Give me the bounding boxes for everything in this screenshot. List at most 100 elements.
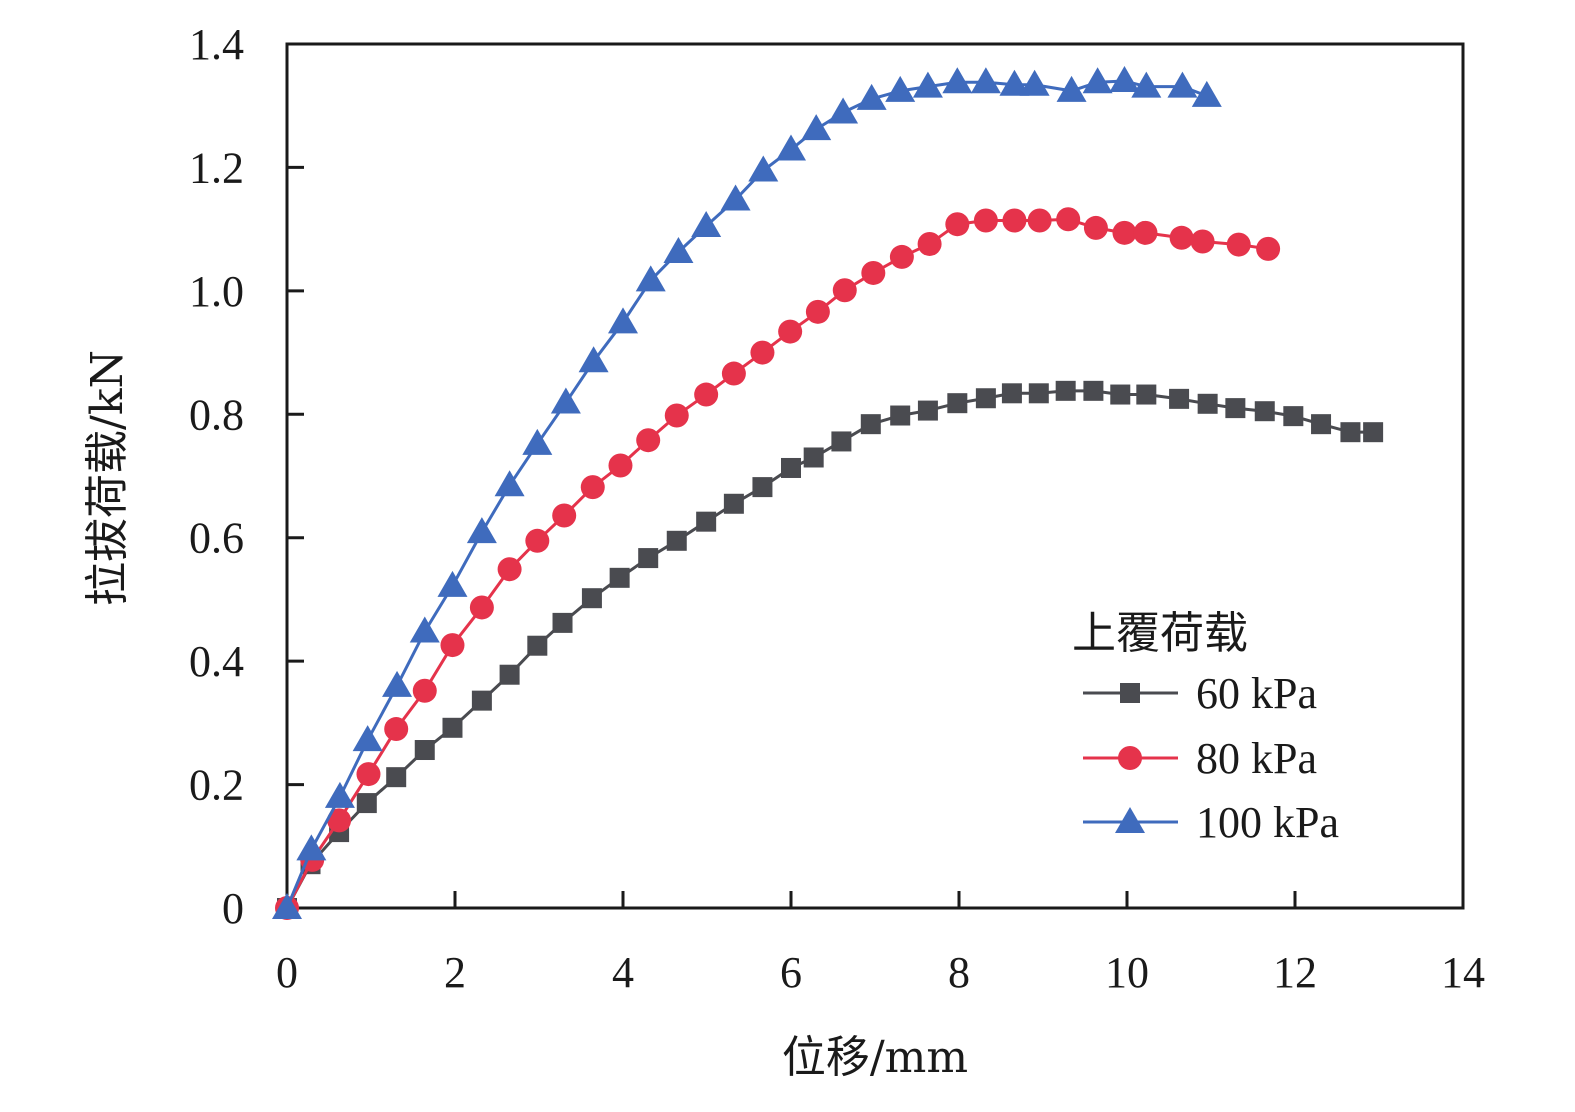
x-tick-label: 14 [1441, 948, 1485, 997]
data-point-80kpa [778, 319, 803, 344]
x-axis-title: 位移/mm [782, 1032, 968, 1083]
series-line-60kpa [285, 389, 1374, 909]
data-point-60kpa [696, 511, 717, 532]
data-point-60kpa [527, 635, 548, 656]
data-point-60kpa [1225, 398, 1246, 419]
legend-item-100kpa: 100 kPa [1083, 798, 1339, 847]
data-point-60kpa [1136, 384, 1157, 405]
data-point-80kpa [636, 428, 661, 453]
data-point-80kpa [694, 382, 719, 407]
data-point-100kpa [1167, 71, 1198, 98]
data-point-60kpa [471, 690, 492, 711]
y-tick-label: 1.0 [189, 267, 244, 316]
data-point-80kpa [1112, 220, 1137, 245]
data-point-100kpa [776, 134, 806, 161]
data-point-60kpa [1311, 414, 1332, 435]
y-tick-label: 1.2 [189, 143, 244, 192]
data-point-80kpa [469, 595, 494, 620]
y-tick-label: 0 [222, 884, 244, 933]
legend-label: 80 kPa [1196, 734, 1317, 783]
data-point-80kpa [1056, 207, 1081, 232]
data-point-60kpa [752, 477, 773, 498]
data-point-100kpa [720, 184, 751, 211]
y-tick-label: 1.4 [189, 20, 244, 69]
data-point-100kpa [382, 670, 413, 697]
data-point-100kpa [437, 570, 468, 597]
series-60kpa [277, 380, 1384, 918]
data-point-60kpa [1363, 422, 1384, 443]
data-point-100kpa [550, 387, 581, 414]
data-point-60kpa [1169, 388, 1190, 409]
data-point-100kpa [663, 236, 694, 263]
data-point-100kpa [324, 781, 355, 808]
data-point-80kpa [945, 212, 970, 237]
y-tick-label: 0.6 [189, 514, 244, 563]
data-point-80kpa [664, 403, 689, 428]
series-100kpa [272, 66, 1222, 919]
legend-swatch-marker [1115, 807, 1145, 833]
data-point-60kpa [781, 457, 801, 478]
data-point-80kpa [1256, 236, 1281, 261]
legend: 上覆荷载 60 kPa 80 kPa 100 kPa [1072, 608, 1339, 847]
x-tick-label: 8 [948, 948, 970, 997]
x-tick-label: 2 [444, 948, 466, 997]
data-point-80kpa [973, 208, 998, 233]
data-point-60kpa [860, 414, 881, 435]
data-point-100kpa [352, 725, 383, 752]
data-point-80kpa [721, 361, 746, 386]
x-tick-label: 12 [1273, 948, 1317, 997]
data-point-80kpa [1226, 232, 1251, 257]
data-point-80kpa [861, 260, 886, 285]
data-point-60kpa [803, 447, 824, 468]
legend-item-80kpa: 80 kPa [1083, 734, 1317, 783]
data-point-60kpa [1083, 380, 1104, 401]
x-tick-label: 10 [1105, 948, 1149, 997]
data-point-60kpa [1110, 384, 1131, 405]
data-point-80kpa [750, 340, 775, 365]
legend-label: 100 kPa [1196, 798, 1339, 847]
legend-label: 60 kPa [1196, 669, 1317, 718]
legend-item-60kpa: 60 kPa [1083, 669, 1317, 718]
series-line-100kpa [285, 79, 1208, 909]
data-point-60kpa [1283, 406, 1304, 427]
data-point-80kpa [552, 503, 577, 528]
data-point-80kpa [497, 557, 522, 582]
data-point-80kpa [580, 475, 605, 500]
data-point-100kpa [856, 83, 887, 110]
data-point-100kpa [801, 114, 832, 141]
data-point-80kpa [440, 633, 465, 658]
legend-swatch-marker [1120, 683, 1140, 703]
data-point-60kpa [638, 548, 659, 569]
data-point-60kpa [975, 388, 996, 409]
data-point-100kpa [1019, 69, 1050, 96]
data-point-60kpa [414, 740, 435, 761]
y-axis-ticks: 0 0.2 0.4 0.6 0.8 1.0 1.2 1.4 [189, 20, 304, 933]
data-point-100kpa [999, 69, 1030, 96]
data-point-80kpa [805, 299, 830, 324]
data-point-100kpa [578, 346, 609, 373]
series-line-80kpa [285, 217, 1269, 909]
data-point-80kpa [1190, 229, 1215, 254]
data-point-80kpa [384, 717, 409, 742]
data-point-60kpa [1055, 380, 1076, 401]
data-point-80kpa [832, 278, 857, 303]
data-point-100kpa [748, 155, 779, 182]
data-point-100kpa [272, 893, 302, 919]
data-point-60kpa [947, 393, 968, 414]
data-point-80kpa [412, 678, 437, 703]
data-point-100kpa [409, 616, 440, 643]
data-point-60kpa [1001, 383, 1022, 404]
data-point-100kpa [912, 71, 943, 98]
y-tick-label: 0.4 [189, 637, 244, 686]
x-tick-label: 4 [612, 948, 634, 997]
data-point-60kpa [442, 717, 463, 738]
data-point-100kpa [1131, 71, 1162, 98]
plot-frame [285, 42, 1465, 910]
data-point-100kpa [885, 75, 916, 102]
data-point-80kpa [917, 231, 942, 256]
x-tick-label: 6 [780, 948, 802, 997]
data-point-100kpa [1082, 67, 1113, 94]
legend-swatch-marker [1118, 746, 1142, 770]
data-point-60kpa [609, 567, 630, 588]
y-axis-title: 拉拔荷载/kN [82, 350, 133, 606]
